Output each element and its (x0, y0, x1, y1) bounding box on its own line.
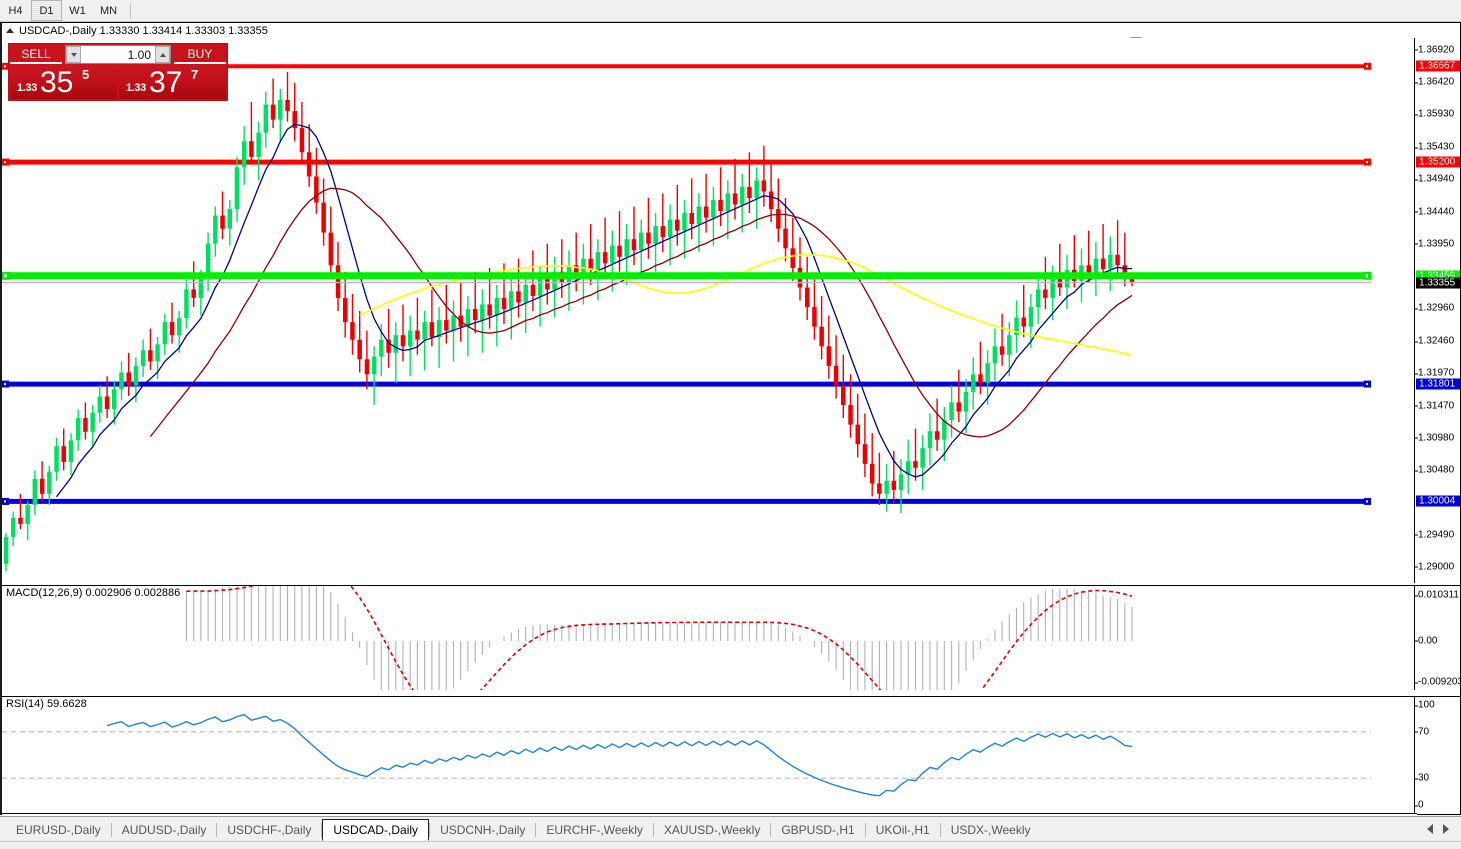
chart-tab-usdchfdaily[interactable]: USDCHF-,Daily (227, 823, 312, 837)
volume-decrease-icon[interactable] (66, 46, 81, 63)
price-tick: 1.35930 (1415, 109, 1454, 120)
price-scale[interactable]: 1.36920 1.36420 1.35930 1.35430 1.34940 1.344… (1414, 38, 1460, 583)
rsi-scale: 100 70 30 0 (1414, 696, 1460, 813)
price-tick: 1.32460 (1415, 336, 1454, 347)
chart-tab-audusddaily[interactable]: AUDUSD-,Daily (121, 823, 207, 837)
buy-price-fraction: 7 (191, 67, 199, 82)
tab-divider (770, 823, 772, 837)
price-tick: 1.30980 (1415, 432, 1454, 443)
macd-tick: 0.00 (1415, 635, 1437, 646)
chart-tab-usdcnhdaily[interactable]: USDCNH-,Daily (440, 823, 526, 837)
tab-divider (535, 823, 537, 837)
timeframe-w1[interactable]: W1 (69, 4, 86, 17)
chart-header-text: USDCAD-,Daily 1.33330 1.33414 1.33303 1.… (19, 24, 268, 37)
toolbar-divider (130, 3, 131, 18)
tab-divider (321, 823, 323, 837)
rsi-chart-svg (2, 714, 1371, 797)
price-tick: 1.34940 (1415, 174, 1454, 185)
macd-scale: 0.010311 0.00 -0.009203 (1414, 585, 1461, 690)
rsi-tick: 30 (1415, 773, 1429, 784)
rsi-tick: 70 (1415, 726, 1429, 737)
sell-price-fraction: 5 (82, 67, 90, 82)
price-tick: 1.32960 (1415, 303, 1454, 314)
price-chart-svg (2, 62, 1371, 572)
chart-tab-ukoilh1[interactable]: UKOil-,H1 (875, 823, 930, 837)
buy-price-main: 37 (149, 66, 183, 99)
tab-scroll-controls[interactable] (1427, 819, 1461, 834)
price-tick: 1.31470 (1415, 400, 1454, 411)
chart-tab-eurusddaily[interactable]: EURUSD-,Daily (16, 823, 101, 837)
price-level-label-support[interactable]: 1.31801 (1416, 378, 1460, 390)
macd-chart-svg (185, 586, 1133, 690)
volume-stepper[interactable]: 1.00 (65, 45, 171, 64)
price-tick: 1.33950 (1415, 238, 1454, 249)
rsi-tick: 100 (1415, 700, 1435, 711)
volume-input[interactable]: 1.00 (81, 46, 155, 63)
chart-window: USDCAD-,Daily 1.33330 1.33414 1.33303 1.… (0, 22, 1461, 832)
price-tick: 1.30480 (1415, 465, 1454, 476)
timeframe-toolbar: H4 D1 W1 MN (0, 0, 1461, 22)
price-level-label-support[interactable]: 1.33459 (1416, 270, 1460, 282)
tab-divider (110, 823, 112, 837)
tab-divider (939, 823, 941, 837)
price-tick: 1.36920 (1415, 44, 1454, 55)
sell-price-main: 35 (40, 66, 74, 99)
rsi-tick: 0 (1415, 800, 1424, 811)
rsi-label: RSI(14) 59.6628 (6, 698, 90, 710)
macd-tick: -0.009203 (1415, 677, 1461, 688)
timeframe-d1[interactable]: D1 (31, 0, 62, 21)
timeframe-mn[interactable]: MN (99, 4, 118, 17)
price-tick: 1.29000 (1415, 561, 1454, 572)
tab-divider (652, 823, 654, 837)
status-strip (0, 841, 1461, 849)
price-level-label-resistance[interactable]: 1.36667 (1416, 60, 1460, 72)
price-level-label-current-price[interactable]: 1.33355 (1416, 277, 1460, 289)
price-tick: 1.31970 (1415, 368, 1454, 379)
price-level-label-resistance[interactable]: 1.35200 (1416, 156, 1460, 168)
macd-pane[interactable]: MACD(12,26,9) 0.002906 0.002886 (2, 585, 1417, 690)
chart-tab-usdcaddaily[interactable]: USDCAD-,Daily (322, 819, 430, 841)
tab-divider (216, 823, 218, 837)
price-tick: 1.36420 (1415, 77, 1454, 88)
macd-label: MACD(12,26,9) 0.002906 0.002886 (6, 587, 184, 599)
timeframe-h4[interactable]: H4 (8, 4, 23, 17)
price-level-label-support[interactable]: 1.30004 (1416, 495, 1460, 507)
trade-controls-row: SELL 1.00 BUY (9, 44, 227, 65)
chart-tab-usdxweekly[interactable]: USDX-,Weekly (950, 823, 1031, 837)
one-click-trading-panel[interactable]: SELL 1.00 BUY 1.33 35 5 1.33 37 7 (8, 43, 228, 101)
chart-expand-icon[interactable] (6, 28, 14, 33)
chart-tab-eurchfweekly[interactable]: EURCHF-,Weekly (546, 823, 643, 837)
tab-divider (429, 823, 431, 837)
sell-price-box[interactable]: 1.33 35 5 (10, 65, 117, 99)
chart-header: USDCAD-,Daily 1.33330 1.33414 1.33303 1.… (2, 23, 1460, 38)
chart-tab-gbpusdh1[interactable]: GBPUSD-,H1 (781, 823, 855, 837)
tab-divider (864, 823, 866, 837)
price-tick: 1.29490 (1415, 529, 1454, 540)
buy-price-box[interactable]: 1.33 37 7 (119, 65, 226, 99)
sell-button[interactable]: SELL (10, 45, 62, 64)
price-tick: 1.34440 (1415, 206, 1454, 217)
price-chart-pane[interactable] (2, 38, 1417, 583)
price-tick: 1.35430 (1415, 142, 1454, 153)
sell-price-prefix: 1.33 (17, 82, 37, 94)
scroll-right-icon[interactable] (1443, 824, 1449, 834)
chart-tab-xauusdweekly[interactable]: XAUUSD-,Weekly (663, 823, 761, 837)
scroll-left-icon[interactable] (1427, 824, 1433, 834)
macd-tick: 0.010311 (1415, 590, 1459, 601)
volume-increase-icon[interactable] (155, 46, 170, 63)
rsi-pane[interactable]: RSI(14) 59.6628 (2, 696, 1417, 813)
buy-button[interactable]: BUY (174, 45, 226, 64)
buy-price-prefix: 1.33 (126, 82, 146, 94)
trade-prices-row: 1.33 35 5 1.33 37 7 (9, 65, 227, 100)
